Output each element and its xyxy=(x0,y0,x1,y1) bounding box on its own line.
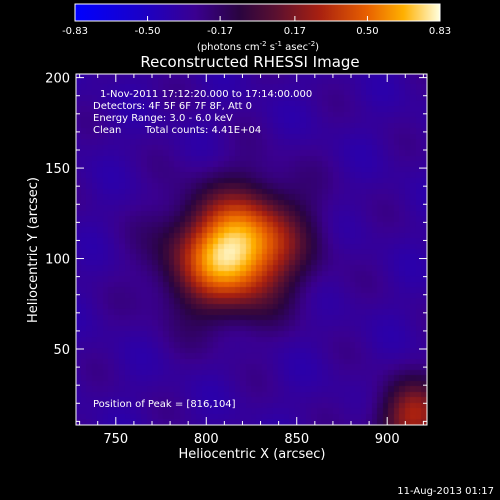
colorbar-gradient xyxy=(74,3,441,22)
x-axis-ticks: 750 800 850 900 xyxy=(79,74,424,447)
colorbar: -0.83 -0.50 -0.17 0.17 0.50 0.83 (photons cm-… xyxy=(62,3,451,53)
plot-frame xyxy=(75,73,428,426)
heatmap-image xyxy=(76,74,427,425)
colorbar-tick-label: -0.50 xyxy=(135,26,161,37)
x-tick-label: 850 xyxy=(284,432,309,447)
colorbar-tick-label: 0.83 xyxy=(429,26,451,37)
y-tick-label: 200 xyxy=(45,72,70,87)
energy-range-text: Energy Range: 3.0 - 6.0 keV xyxy=(93,113,233,124)
colorbar-tick-label: 0.17 xyxy=(284,26,306,37)
y-tick-label: 150 xyxy=(45,162,70,177)
colorbar-unit-label: (photons cm-2 s-1 asec-2) xyxy=(197,40,319,53)
footer-date: 11-Aug-2013 01:17 xyxy=(397,486,494,497)
y-axis-label: Heliocentric Y (arcsec) xyxy=(26,177,41,323)
x-axis-label: Heliocentric X (arcsec) xyxy=(179,447,326,462)
colorbar-tick-label: 0.50 xyxy=(356,26,378,37)
clean-label: Clean xyxy=(93,125,121,136)
colorbar-tick-label: -0.17 xyxy=(207,26,233,37)
x-tick-label: 750 xyxy=(103,432,128,447)
x-tick-label: 900 xyxy=(375,432,400,447)
time-range-text: 1-Nov-2011 17:12:20.000 to 17:14:00.000 xyxy=(100,89,312,100)
total-counts-text: Total counts: 4.41E+04 xyxy=(144,125,261,136)
colorbar-ticks: -0.83 -0.50 -0.17 0.17 0.50 0.83 xyxy=(62,16,451,37)
detectors-text: Detectors: 4F 5F 6F 7F 8F, Att 0 xyxy=(93,101,252,112)
y-axis-ticks: 50 100 150 200 xyxy=(45,72,427,422)
peak-position-text: Position of Peak = [816,104] xyxy=(93,399,236,410)
y-tick-label: 50 xyxy=(53,343,70,358)
chart-title: Reconstructed RHESSI Image xyxy=(140,53,359,71)
y-tick-label: 100 xyxy=(45,253,70,268)
x-tick-label: 800 xyxy=(194,432,219,447)
plot-area: 750 800 850 900 50 100 150 200 xyxy=(45,72,428,447)
info-block: 1-Nov-2011 17:12:20.000 to 17:14:00.000 … xyxy=(93,89,312,410)
colorbar-tick-label: -0.83 xyxy=(62,26,88,37)
